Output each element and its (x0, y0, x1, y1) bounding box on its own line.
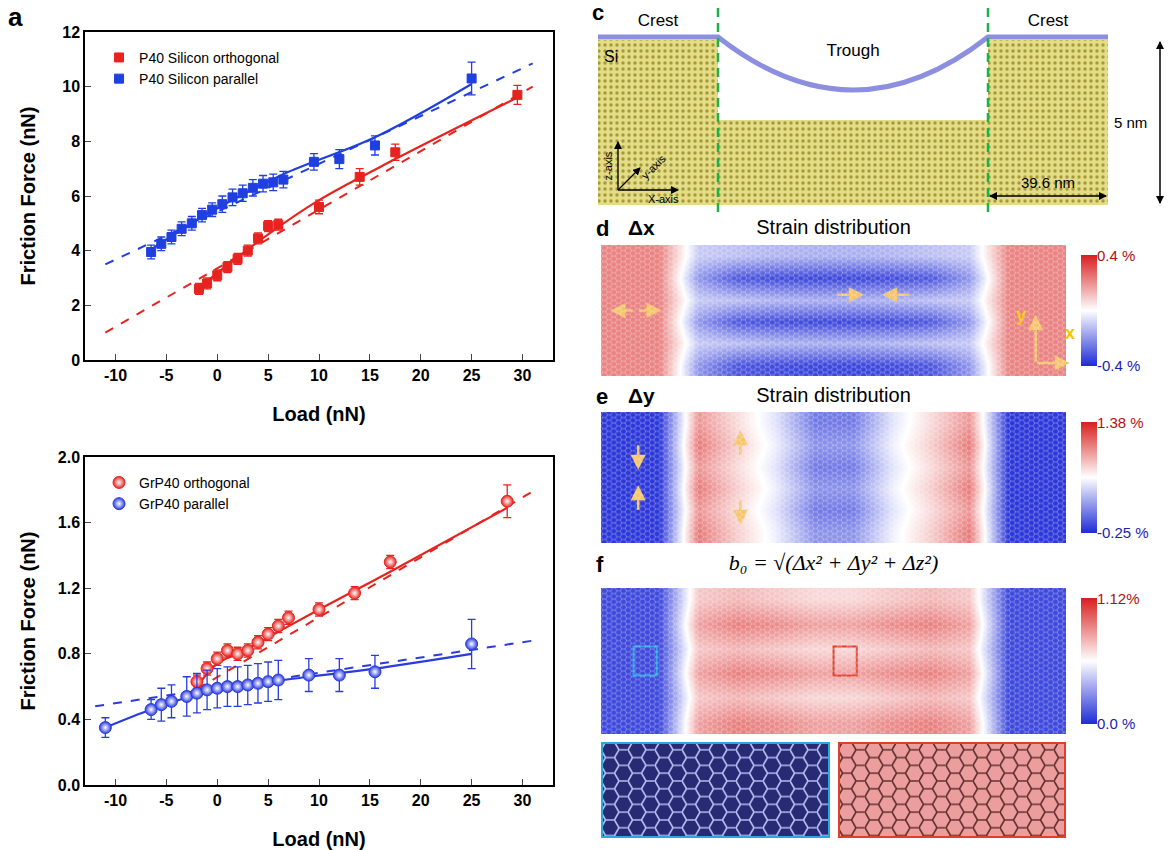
svg-text:0.0: 0.0 (58, 777, 80, 794)
svg-text:10: 10 (62, 78, 80, 95)
svg-text:z-axis: z-axis (602, 151, 614, 180)
svg-text:-0.25 %: -0.25 % (1097, 524, 1149, 541)
svg-text:4: 4 (71, 242, 80, 259)
svg-text:1.2: 1.2 (58, 580, 80, 597)
svg-text:c: c (592, 0, 604, 25)
svg-text:-10: -10 (104, 792, 127, 809)
svg-text:0.4: 0.4 (58, 711, 80, 728)
svg-text:20: 20 (412, 792, 430, 809)
svg-text:-0.4 %: -0.4 % (1097, 357, 1140, 374)
svg-text:10: 10 (310, 367, 328, 384)
svg-text:5: 5 (264, 792, 273, 809)
svg-text:0.4 %: 0.4 % (1097, 247, 1135, 264)
svg-text:Trough: Trough (826, 41, 879, 60)
svg-text:5 nm: 5 nm (1114, 114, 1147, 131)
svg-text:GrP40 orthogonal: GrP40 orthogonal (139, 475, 250, 491)
svg-text:12: 12 (62, 24, 80, 41)
svg-text:x: x (1065, 323, 1075, 343)
svg-text:Crest: Crest (638, 11, 679, 30)
html-text:Δx: Δx (628, 216, 655, 239)
svg-text:30: 30 (514, 367, 532, 384)
html-text:Strain distribution: Strain distribution (756, 384, 911, 406)
svg-text:Si: Si (604, 48, 618, 65)
svg-text:GrP40 parallel: GrP40 parallel (139, 496, 229, 512)
svg-text:y: y (1016, 305, 1026, 325)
html-text:f: f (596, 552, 604, 577)
svg-text:2: 2 (71, 297, 80, 314)
svg-text:Friction Force (nN): Friction Force (nN) (17, 532, 39, 711)
svg-text:5: 5 (264, 367, 273, 384)
svg-text:6: 6 (71, 188, 80, 205)
html-text:Δy: Δy (628, 384, 655, 407)
svg-text:0.0 %: 0.0 % (1097, 715, 1135, 732)
svg-text:20: 20 (412, 367, 430, 384)
svg-text:X-axis: X-axis (648, 193, 679, 205)
svg-text:Crest: Crest (1028, 11, 1069, 30)
svg-text:1.6: 1.6 (58, 514, 80, 531)
svg-text:30: 30 (514, 792, 532, 809)
svg-text:1.38 %: 1.38 % (1097, 414, 1144, 431)
svg-text:0.8: 0.8 (58, 645, 80, 662)
svg-text:0: 0 (213, 367, 222, 384)
svg-text:15: 15 (361, 367, 379, 384)
svg-text:Load (nN): Load (nN) (272, 828, 365, 850)
svg-text:Friction Force (nN): Friction Force (nN) (17, 107, 39, 286)
svg-text:y-axis: y-axis (639, 152, 668, 181)
svg-text:10: 10 (310, 792, 328, 809)
svg-text:0: 0 (71, 352, 80, 369)
svg-text:Load (nN): Load (nN) (272, 403, 365, 425)
html-text:d: d (596, 216, 610, 241)
html-text:a: a (8, 2, 23, 32)
svg-text:25: 25 (463, 792, 481, 809)
svg-text:39.6 nm: 39.6 nm (1021, 174, 1075, 191)
svg-text:25: 25 (463, 367, 481, 384)
svg-text:-10: -10 (104, 367, 127, 384)
svg-text:P40 Silicon orthogonal: P40 Silicon orthogonal (139, 50, 279, 66)
html-text:b₀ = √(Δx² + Δy² + Δz²): b₀ = √(Δx² + Δy² + Δz²) (728, 550, 939, 575)
svg-text:1.12%: 1.12% (1097, 590, 1140, 607)
svg-text:0: 0 (213, 792, 222, 809)
html-text:Strain distribution: Strain distribution (756, 216, 911, 238)
svg-text:-5: -5 (159, 367, 173, 384)
svg-text:8: 8 (71, 133, 80, 150)
svg-text:-5: -5 (159, 792, 173, 809)
html-text:e: e (596, 384, 609, 409)
svg-text:2.0: 2.0 (58, 449, 80, 466)
svg-text:15: 15 (361, 792, 379, 809)
svg-text:P40 Silicon parallel: P40 Silicon parallel (139, 71, 258, 87)
